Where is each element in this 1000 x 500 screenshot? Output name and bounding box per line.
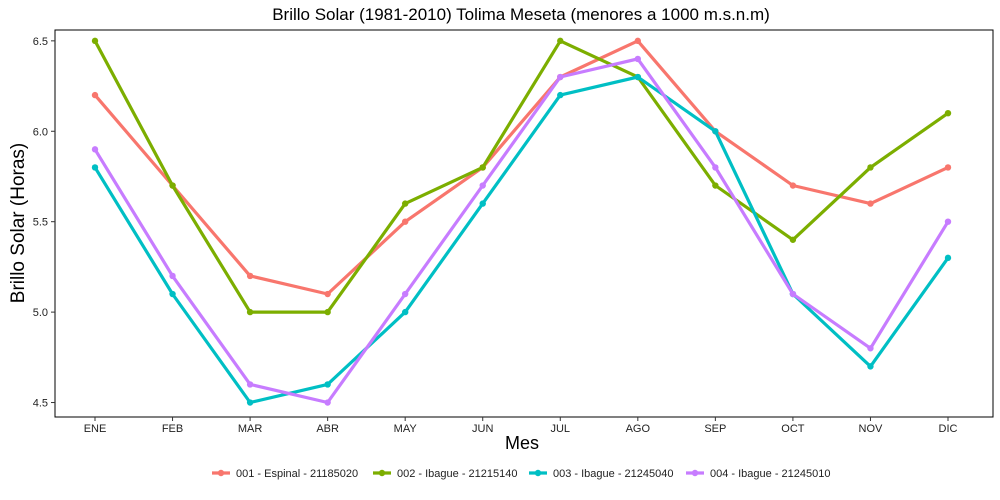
data-point	[324, 399, 331, 406]
legend: 001 - Espinal - 21185020 002 - Ibague - 2…	[212, 468, 831, 480]
x-tick-label: ENE	[84, 423, 107, 435]
series-line	[93, 75, 950, 405]
data-point	[944, 164, 952, 171]
data-point	[944, 218, 952, 225]
legend-item: 001 - Espinal - 21185020	[212, 468, 358, 480]
x-tick-label: DIC	[939, 423, 958, 435]
data-point	[867, 345, 874, 352]
data-point	[246, 399, 254, 406]
y-tick-label: 5.0	[33, 307, 48, 319]
legend-label: 002 - Ibague - 21215140	[397, 468, 518, 480]
x-tick-label: ABR	[316, 423, 339, 435]
plot-panel	[54, 29, 994, 418]
data-point	[944, 109, 952, 117]
legend-item: 004 - Ibague - 21245010	[686, 468, 831, 480]
data-point	[634, 55, 642, 63]
series-4	[91, 55, 952, 406]
data-point	[557, 37, 564, 45]
series-2	[91, 37, 952, 316]
x-tick-label: SEP	[704, 423, 726, 435]
x-tick-label: FEB	[162, 423, 183, 435]
data-point	[401, 218, 409, 225]
data-point	[169, 272, 176, 280]
legend-item: 002 - Ibague - 21215140	[373, 468, 518, 480]
data-point	[169, 290, 176, 298]
data-point	[712, 164, 719, 171]
data-point	[634, 37, 642, 45]
data-point	[401, 200, 409, 207]
data-point	[91, 146, 99, 153]
data-point	[246, 272, 254, 280]
legend-label: 003 - Ibague - 21245040	[553, 468, 674, 480]
x-axis-title: Mes	[505, 433, 539, 453]
data-point	[867, 200, 874, 207]
data-point	[246, 381, 254, 388]
series-line	[93, 57, 950, 405]
data-point	[91, 91, 99, 99]
data-point	[712, 182, 719, 189]
y-axis-title: Brillo Solar (Horas)	[8, 143, 29, 303]
data-point	[789, 182, 797, 189]
x-tick-label: AGO	[626, 423, 651, 435]
x-tick-label: JUN	[472, 423, 493, 435]
data-point	[867, 363, 874, 370]
data-point	[557, 91, 564, 99]
data-point	[169, 182, 176, 189]
data-point	[789, 290, 797, 298]
y-tick-label: 6.5	[33, 36, 48, 48]
y-tick-label: 6.0	[33, 126, 48, 138]
x-tick-label: NOV	[859, 423, 884, 435]
data-point	[944, 254, 952, 262]
legend-key-point	[534, 469, 542, 477]
data-point	[91, 164, 99, 171]
legend-key-point	[691, 469, 699, 477]
data-point	[401, 290, 409, 298]
data-point	[246, 308, 254, 316]
data-point	[867, 164, 874, 171]
data-point	[479, 200, 486, 207]
x-axis: ENE FEB MAR ABR MAY JUN JUL AGO SEP OCT NOV DIC	[84, 417, 958, 435]
data-point	[324, 290, 331, 298]
data-point	[789, 236, 797, 243]
series-line	[93, 39, 950, 296]
data-point	[712, 128, 719, 135]
y-tick-label: 5.5	[33, 217, 48, 229]
series-line	[93, 39, 950, 314]
x-tick-label: MAR	[238, 423, 263, 435]
data-point	[479, 182, 486, 189]
data-point	[324, 381, 331, 388]
y-axis: 4.5 5.0 5.5 6.0 6.5	[33, 36, 55, 410]
chart-title: Brillo Solar (1981-2010) Tolima Meseta (…	[272, 5, 770, 24]
legend-label: 004 - Ibague - 21245010	[710, 468, 831, 480]
legend-key-point	[378, 469, 386, 477]
series-layer	[91, 37, 952, 406]
legend-label: 001 - Espinal - 21185020	[236, 468, 358, 480]
x-tick-label: MAY	[394, 423, 418, 435]
x-tick-label: OCT	[781, 423, 805, 435]
data-point	[401, 308, 409, 316]
y-tick-label: 4.5	[33, 398, 48, 410]
data-point	[557, 73, 564, 81]
legend-key-point	[217, 469, 225, 477]
legend-item: 003 - Ibague - 21245040	[529, 468, 674, 480]
data-point	[324, 308, 331, 316]
x-tick-label: JUL	[550, 423, 570, 435]
data-point	[91, 37, 99, 45]
data-point	[634, 73, 642, 81]
data-point	[479, 164, 486, 171]
